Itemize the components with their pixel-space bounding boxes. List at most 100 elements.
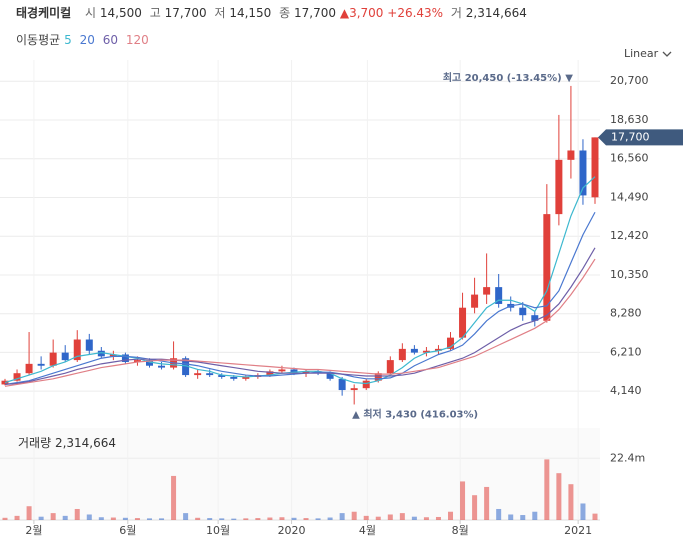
volume-bar: [86, 514, 92, 520]
candle-body: [567, 150, 575, 160]
volume-bar: [556, 473, 562, 520]
candle-body: [459, 307, 467, 338]
ma-line: [4, 211, 596, 386]
y-tick-label: 6,210: [610, 345, 642, 358]
ma-line: [4, 247, 596, 386]
volume-bar: [2, 517, 8, 520]
candle-body: [374, 373, 382, 381]
volume-value: 2,314,664: [465, 6, 527, 20]
candle-body: [109, 354, 117, 357]
ma-title: 이동평균: [16, 33, 61, 47]
volume-bar: [544, 459, 550, 520]
volume-title: 거래량 2,314,664: [18, 436, 116, 450]
stock-name: 태경케미컬: [16, 6, 72, 20]
change-pct: +26.43%: [387, 6, 444, 20]
volume-label: 거: [450, 6, 462, 20]
y-tick-label: 14,490: [610, 190, 649, 203]
last-price-badge: [598, 129, 683, 146]
volume-bar: [520, 515, 526, 520]
x-tick-label: 10월: [206, 524, 230, 537]
volume-bar: [448, 511, 454, 520]
candle-body: [61, 352, 69, 361]
candle-body: [49, 352, 57, 366]
annotation: ▲ 최저 3,430 (416.03%): [352, 407, 478, 420]
volume-bar: [315, 518, 321, 520]
candle-body: [555, 159, 563, 215]
candle-body: [591, 137, 599, 198]
last-price-label: 17,700: [611, 130, 650, 143]
volume-bar: [460, 481, 466, 520]
candle-body: [230, 376, 238, 379]
candle-body: [194, 373, 202, 376]
candle-body: [13, 373, 21, 381]
y-tick-label: 10,350: [610, 268, 649, 281]
x-tick-label: 4월: [359, 524, 376, 537]
volume-bar: [26, 506, 32, 520]
candle-body: [278, 369, 286, 372]
field-value: 17,700: [294, 6, 337, 20]
volume-bar: [568, 484, 574, 520]
candle-body: [350, 388, 358, 391]
volume-bar: [387, 514, 393, 520]
x-tick-label: 2021: [564, 524, 592, 537]
candle-body: [410, 348, 418, 353]
volume-bar: [74, 508, 80, 520]
volume-bar: [592, 513, 598, 520]
volume-bar: [159, 518, 165, 520]
y-tick-label: 18,630: [610, 113, 649, 126]
volume-bar: [255, 518, 261, 520]
volume-bar: [62, 515, 68, 520]
volume-bar: [207, 518, 213, 520]
candle-body: [471, 294, 479, 308]
volume-bar: [363, 515, 369, 520]
change: ▲3,700: [339, 6, 384, 20]
ma-legend-item: 20: [79, 33, 95, 47]
x-tick-label: 2020: [278, 524, 306, 537]
ma-legend: 이동평균 5 20 60 120: [16, 31, 153, 48]
candle-body: [206, 373, 214, 376]
candle-body: [242, 376, 250, 379]
volume-bar: [532, 511, 538, 520]
candle-body: [133, 360, 141, 362]
candle-body: [25, 363, 33, 374]
candle-body: [73, 339, 81, 361]
candle-body: [495, 287, 503, 304]
volume-bar: [14, 515, 20, 520]
volume-title-value: 2,314,664: [55, 436, 116, 450]
candle-body: [37, 363, 45, 366]
field-value: 14,500: [99, 6, 142, 20]
candle-body: [97, 350, 105, 357]
candle-body: [85, 339, 93, 351]
x-tick-label: 8월: [452, 524, 469, 537]
y-tick-label: 22.4m: [610, 451, 645, 464]
volume-bar: [472, 495, 478, 520]
volume-bar: [219, 518, 225, 520]
candle-body: [579, 150, 587, 196]
candle-body: [302, 371, 310, 374]
dropdown-icon[interactable]: [662, 51, 672, 57]
candle-body: [531, 315, 539, 321]
y-tick-label: 12,420: [610, 229, 649, 242]
volume-bar: [171, 475, 177, 520]
volume-bar: [267, 517, 273, 520]
scale-mode[interactable]: Linear: [624, 47, 659, 60]
candle-body: [398, 348, 406, 361]
field-label: 저: [214, 6, 226, 20]
field-value: 17,700: [164, 6, 207, 20]
x-tick-label: 6월: [119, 524, 136, 537]
volume-bar: [98, 517, 104, 520]
volume-bar: [580, 503, 586, 520]
candle-body: [145, 360, 153, 366]
volume-bar: [183, 513, 189, 520]
volume-bar: [496, 508, 502, 520]
x-tick-label: 2월: [25, 524, 42, 537]
candle-body: [182, 358, 190, 376]
candle-body: [434, 348, 442, 351]
y-tick-label: 16,560: [610, 152, 649, 165]
volume-title-label: 거래량: [18, 436, 51, 450]
annotation: 최고 20,450 (-13.45%) ▼: [443, 71, 573, 84]
volume-bar: [134, 518, 140, 520]
volume-bar: [110, 517, 116, 520]
